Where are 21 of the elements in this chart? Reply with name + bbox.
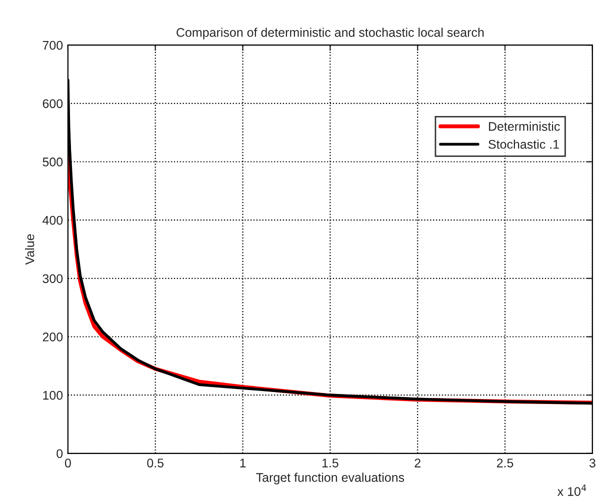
x-tick-label: 3: [589, 458, 596, 468]
x-tick-label: 2: [414, 458, 420, 468]
x-tick-label: 2.5: [496, 458, 514, 468]
x-tick-label: 0.5: [147, 458, 164, 468]
y-tick-label: 300: [42, 274, 63, 284]
y-tick-label: 200: [42, 332, 63, 342]
legend-label: Deterministic: [488, 122, 560, 131]
y-tick-label: 0: [56, 449, 63, 458]
y-tick-label: 400: [42, 216, 63, 225]
y-tick-label: 100: [43, 390, 63, 400]
x-axis-title: Target function evaluations: [256, 472, 404, 484]
chart-title: Comparison of deterministic and stochastic local search: [176, 28, 484, 40]
legend-label: Stochastic .1: [488, 140, 559, 149]
text: x 10$^{4}$: [557, 484, 586, 496]
x-tick-label: 0: [64, 458, 71, 468]
y-axis-title: Value: [25, 234, 34, 265]
y-tick-label: 500: [42, 158, 63, 166]
x-tick-label: 1.5: [322, 458, 338, 468]
y-tick-label: 700: [42, 40, 63, 50]
y-tick-label: 600: [42, 99, 63, 108]
x-tick-label: 1: [240, 458, 246, 468]
